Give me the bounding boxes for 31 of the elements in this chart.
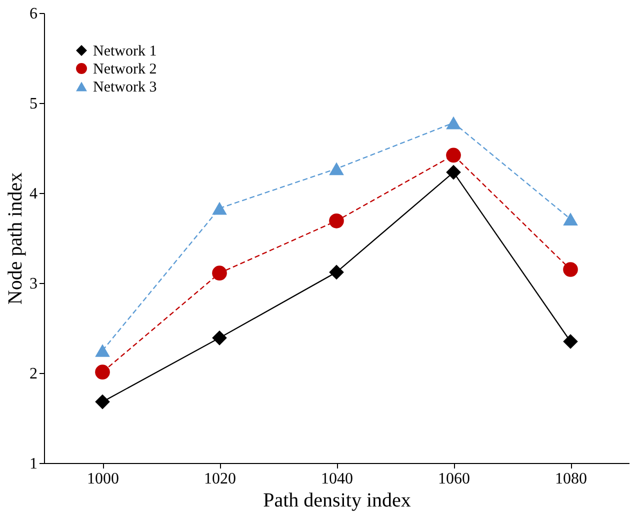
x-tick-label: 1020 (204, 470, 236, 488)
y-tick-label: 6 (30, 6, 38, 22)
legend-label: Network 1 (93, 44, 157, 60)
point (446, 148, 461, 163)
point (329, 162, 344, 176)
x-tick-label: 1060 (438, 470, 470, 488)
point (446, 116, 461, 130)
y-tick-label: 2 (30, 366, 38, 382)
y-tick-label: 5 (30, 96, 38, 112)
x-axis-title: Path density index (263, 490, 411, 512)
point (563, 212, 578, 226)
y-tick-label: 1 (30, 456, 38, 472)
point (446, 164, 461, 180)
x-tick-label: 1040 (321, 470, 353, 488)
point (563, 262, 578, 277)
point (329, 264, 344, 280)
point (212, 266, 227, 280)
y-tick-label: 4 (30, 186, 38, 202)
x-tick-label: 1080 (555, 470, 587, 488)
point (212, 202, 227, 215)
y-axis-title: Node path index (4, 172, 26, 305)
legend-label: Network 3 (93, 80, 157, 96)
y-tick-label: 3 (30, 276, 38, 292)
point (95, 364, 110, 380)
point (329, 214, 344, 228)
point (95, 394, 110, 410)
point (95, 344, 110, 357)
point (212, 330, 227, 346)
legend-label: Network 2 (93, 62, 157, 78)
x-tick-label: 1000 (87, 470, 119, 488)
point (563, 334, 578, 349)
